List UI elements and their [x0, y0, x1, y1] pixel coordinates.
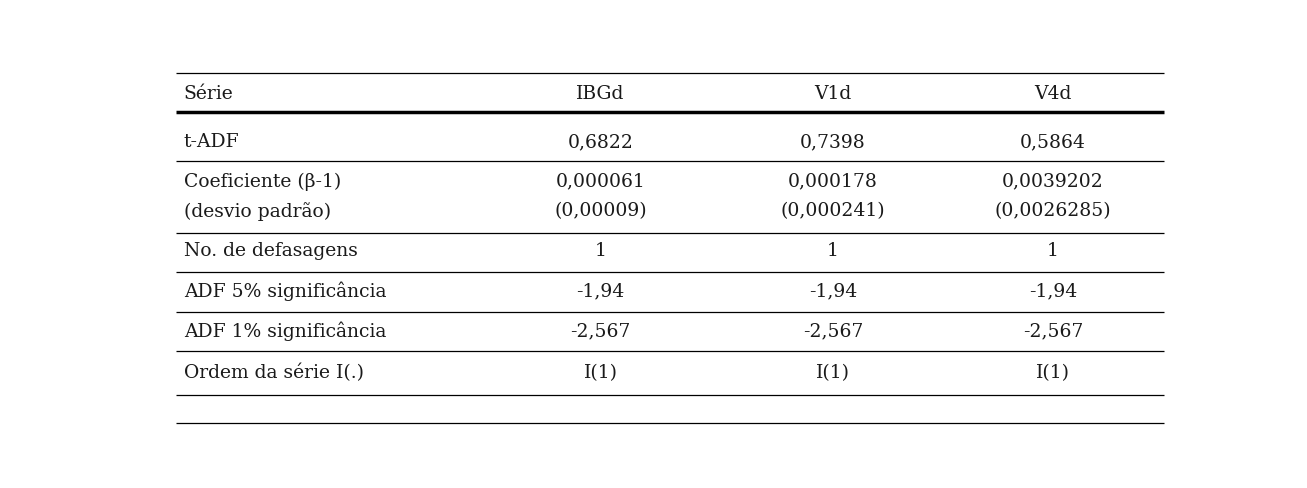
Text: 0,000178: 0,000178: [788, 172, 878, 190]
Text: (0,000241): (0,000241): [780, 202, 885, 220]
Text: I(1): I(1): [816, 364, 850, 381]
Text: t-ADF: t-ADF: [183, 133, 239, 151]
Text: 0,7398: 0,7398: [800, 133, 865, 151]
Text: 0,000061: 0,000061: [555, 172, 646, 190]
Text: 0,5864: 0,5864: [1019, 133, 1086, 151]
Text: No. de defasagens: No. de defasagens: [183, 241, 358, 259]
Text: V4d: V4d: [1034, 84, 1072, 102]
Text: -2,567: -2,567: [1023, 322, 1084, 340]
Text: Ordem da série I(.): Ordem da série I(.): [183, 363, 363, 382]
Text: -2,567: -2,567: [802, 322, 863, 340]
Text: (0,00009): (0,00009): [554, 202, 647, 220]
Text: 0,6822: 0,6822: [567, 133, 634, 151]
Text: Série: Série: [183, 84, 234, 102]
Text: -1,94: -1,94: [576, 282, 625, 299]
Text: ADF 1% significância: ADF 1% significância: [183, 321, 386, 340]
Text: -2,567: -2,567: [570, 322, 631, 340]
Text: I(1): I(1): [584, 364, 618, 381]
Text: ADF 5% significância: ADF 5% significância: [183, 281, 386, 300]
Text: V1d: V1d: [814, 84, 852, 102]
Text: 0,0039202: 0,0039202: [1002, 172, 1104, 190]
Text: I(1): I(1): [1036, 364, 1070, 381]
Text: 1: 1: [1047, 241, 1059, 259]
Text: 1: 1: [595, 241, 606, 259]
Text: Coeficiente (β-1): Coeficiente (β-1): [183, 172, 341, 190]
Text: (desvio padrão): (desvio padrão): [183, 202, 331, 221]
Text: -1,94: -1,94: [1029, 282, 1077, 299]
Text: (0,0026285): (0,0026285): [995, 202, 1111, 220]
Text: IBGd: IBGd: [576, 84, 625, 102]
Text: -1,94: -1,94: [809, 282, 857, 299]
Text: 1: 1: [827, 241, 839, 259]
